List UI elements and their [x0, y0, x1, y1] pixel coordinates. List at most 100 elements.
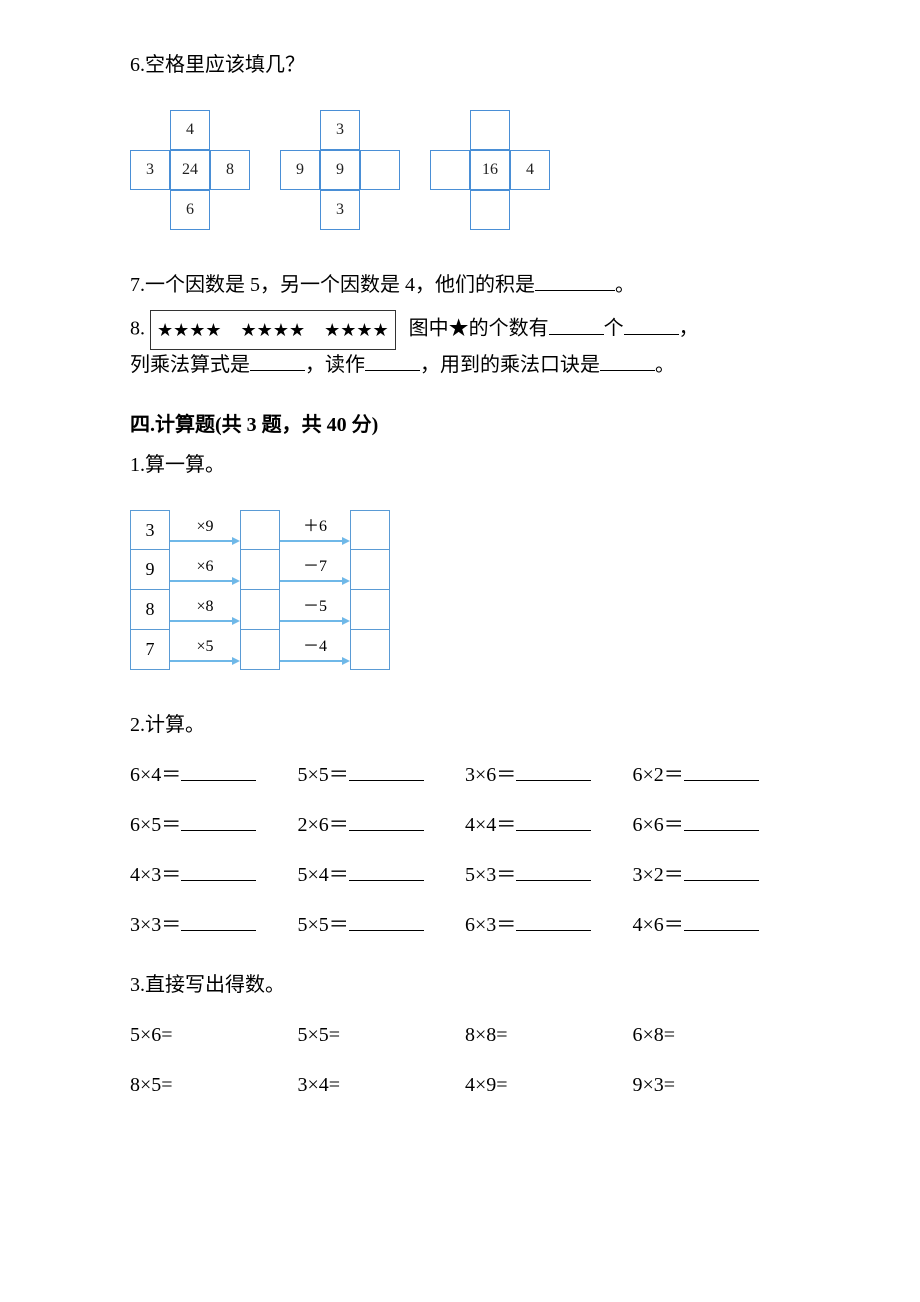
- cross-3-right[interactable]: 4: [510, 150, 550, 190]
- cross-1-top[interactable]: 4: [170, 110, 210, 150]
- arrow-label: －7: [303, 555, 327, 579]
- arrow-label: －5: [303, 595, 327, 619]
- q8-l2b: ，读作: [305, 354, 365, 376]
- compute-blank[interactable]: [684, 760, 759, 781]
- cross-2-left[interactable]: 9: [280, 150, 320, 190]
- compute-expr: 6×4＝: [130, 764, 181, 786]
- compute-expr: 6×6＝: [633, 814, 684, 836]
- calc-row: 9 ×6 －7: [130, 550, 790, 590]
- compute-expr: 6×3＝: [465, 914, 516, 936]
- arrow-op: －7: [280, 555, 350, 585]
- compute-blank[interactable]: [684, 860, 759, 881]
- arrow-icon: [280, 577, 350, 585]
- compute-expr: 4×3＝: [130, 864, 181, 886]
- compute-blank[interactable]: [684, 910, 759, 931]
- arrow-op: ＋6: [280, 515, 350, 545]
- compute-blank[interactable]: [181, 910, 256, 931]
- compute-expr: 6×2＝: [633, 764, 684, 786]
- cross-3-left[interactable]: [430, 150, 470, 190]
- compute-expr: 3×2＝: [633, 864, 684, 886]
- q8-blank-rule[interactable]: [600, 350, 655, 371]
- compute-item: 9×3=: [633, 1070, 791, 1100]
- q8-l2c: ，用到的乘法口诀是: [420, 354, 600, 376]
- compute-blank[interactable]: [181, 810, 256, 831]
- cross-3-center[interactable]: 16: [470, 150, 510, 190]
- compute-item: 8×8=: [465, 1020, 623, 1050]
- compute-blank[interactable]: [516, 760, 591, 781]
- cross-1-bottom[interactable]: 6: [170, 190, 210, 230]
- calc-end[interactable]: [350, 510, 390, 550]
- compute-item: 2×6＝: [298, 810, 456, 840]
- calc-mid[interactable]: [240, 630, 280, 670]
- q7-blank[interactable]: [535, 270, 615, 291]
- q8-blank-expr[interactable]: [250, 350, 305, 371]
- calc-end[interactable]: [350, 630, 390, 670]
- cross-2-bottom[interactable]: 3: [320, 190, 360, 230]
- p3-grid: 5×6=5×5=8×8=6×8=8×5=3×4=4×9=9×3=: [130, 1020, 790, 1100]
- cross-2-center[interactable]: 9: [320, 150, 360, 190]
- compute-blank[interactable]: [181, 860, 256, 881]
- calc-end[interactable]: [350, 590, 390, 630]
- cross-1-right[interactable]: 8: [210, 150, 250, 190]
- q8-blank-read[interactable]: [365, 350, 420, 371]
- compute-blank[interactable]: [684, 810, 759, 831]
- q8-blank-unit[interactable]: [624, 314, 679, 335]
- q6-label: 6.空格里应该填几？: [130, 50, 790, 80]
- compute-blank[interactable]: [349, 810, 424, 831]
- calc-row: 7×5－4: [130, 630, 790, 670]
- calc-end[interactable]: [350, 550, 390, 590]
- cross-3-top[interactable]: [470, 110, 510, 150]
- compute-expr: 4×6＝: [633, 914, 684, 936]
- q8-blank-count[interactable]: [549, 314, 604, 335]
- compute-item: 4×6＝: [633, 910, 791, 940]
- compute-item: 3×3＝: [130, 910, 288, 940]
- q7-text-a: 7.一个因数是 5，另一个因数是 4，他们的积是: [130, 274, 535, 296]
- compute-expr: 4×4＝: [465, 814, 516, 836]
- arrow-label: ×6: [196, 555, 213, 579]
- arrow-label: ＋6: [303, 515, 327, 539]
- calc-mid[interactable]: [240, 510, 280, 550]
- compute-blank[interactable]: [181, 760, 256, 781]
- cross-1-left[interactable]: 3: [130, 150, 170, 190]
- calc-start: 7: [130, 630, 170, 670]
- compute-item: 4×9=: [465, 1070, 623, 1100]
- cross-2-right[interactable]: [360, 150, 400, 190]
- compute-blank[interactable]: [516, 910, 591, 931]
- sec4-title: 四.计算题(共 3 题，共 40 分): [130, 410, 790, 440]
- compute-expr: 5×5＝: [298, 764, 349, 786]
- cross-1-center[interactable]: 24: [170, 150, 210, 190]
- compute-blank[interactable]: [349, 910, 424, 931]
- compute-item: 6×6＝: [633, 810, 791, 840]
- q6-puzzles: 4 3 24 8 6 3 9 9 3 16 4: [130, 110, 790, 230]
- calc-row: 3×9＋6: [130, 510, 790, 550]
- compute-expr: 5×4＝: [298, 864, 349, 886]
- q8-prefix: 8.: [130, 318, 145, 340]
- compute-blank[interactable]: [349, 760, 424, 781]
- compute-item: 5×6=: [130, 1020, 288, 1050]
- compute-blank[interactable]: [349, 860, 424, 881]
- compute-expr: 5×5=: [298, 1024, 341, 1046]
- arrow-icon: [170, 657, 240, 665]
- calc-start: 8: [130, 590, 170, 630]
- calc-diagram: 3×9＋69 ×6 －7 8 ×8 －5 7×5－4: [130, 510, 790, 670]
- compute-blank[interactable]: [516, 860, 591, 881]
- calc-mid[interactable]: [240, 550, 280, 590]
- arrow-op: －5: [280, 595, 350, 625]
- compute-item: 6×4＝: [130, 760, 288, 790]
- compute-item: 5×5=: [298, 1020, 456, 1050]
- compute-expr: 9×3=: [633, 1074, 676, 1096]
- arrow-label: ×8: [196, 595, 213, 619]
- cross-3-bottom[interactable]: [470, 190, 510, 230]
- arrow-op: －4: [280, 635, 350, 665]
- compute-blank[interactable]: [516, 810, 591, 831]
- compute-expr: 2×6＝: [298, 814, 349, 836]
- calc-mid[interactable]: [240, 590, 280, 630]
- calc-start: 9: [130, 550, 170, 590]
- cross-2-top[interactable]: 3: [320, 110, 360, 150]
- q8-l1b: 个: [604, 318, 624, 340]
- cross-3: 16 4: [430, 110, 550, 230]
- compute-expr: 6×8=: [633, 1024, 676, 1046]
- star-group-1: ★★★★: [157, 317, 222, 344]
- compute-expr: 8×8=: [465, 1024, 508, 1046]
- compute-item: 8×5=: [130, 1070, 288, 1100]
